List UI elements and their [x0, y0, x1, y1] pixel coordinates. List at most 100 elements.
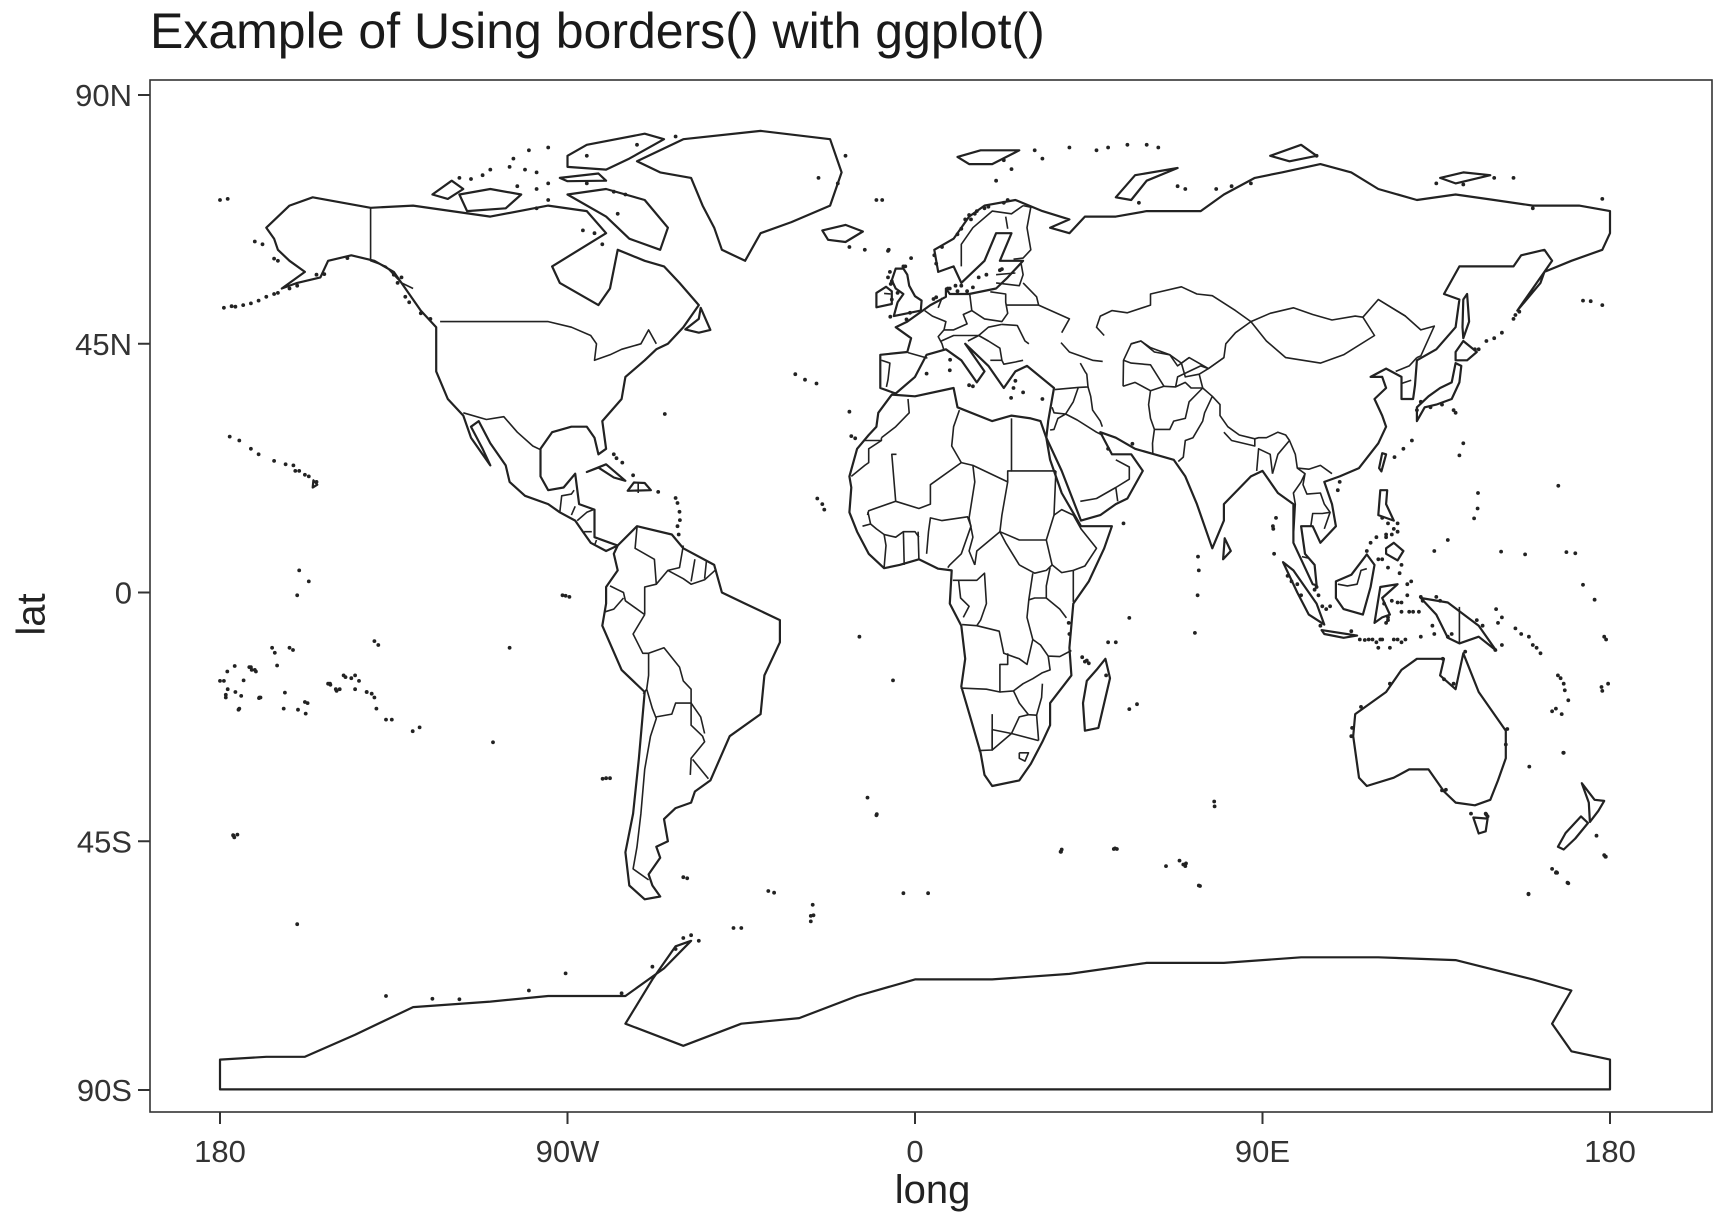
island-dot — [1438, 598, 1442, 603]
island-dot — [1492, 176, 1497, 180]
border-car — [974, 531, 1001, 566]
island-dot — [236, 707, 241, 712]
island-dot — [232, 835, 237, 840]
island-dot — [1374, 640, 1379, 645]
island-dot — [1106, 145, 1110, 150]
island-dot — [677, 509, 682, 514]
island-dot — [1374, 535, 1379, 540]
island-dot — [1503, 742, 1508, 747]
island-dot — [1395, 529, 1400, 534]
border-germany-west — [937, 297, 943, 309]
island-dot — [232, 664, 237, 668]
island-dot — [233, 304, 238, 309]
island-dot — [888, 270, 892, 274]
island-dot — [1556, 673, 1560, 678]
island-dot — [793, 372, 798, 377]
island-dot — [1067, 632, 1072, 636]
region-africa — [848, 386, 1113, 788]
y-tick-label: 0 — [115, 576, 132, 611]
island-dot — [857, 634, 862, 639]
border-brazil-uruguay — [691, 758, 710, 780]
island-dot — [1299, 593, 1303, 598]
island-dot — [1480, 623, 1485, 628]
island-dot — [1538, 651, 1543, 656]
island-dot — [1485, 814, 1490, 819]
island-dot — [237, 438, 242, 443]
island-dot — [1066, 621, 1071, 625]
island-dot — [1562, 688, 1567, 693]
island-dot — [1461, 441, 1466, 446]
island-dot — [1444, 787, 1448, 792]
border-borneo-border — [1337, 567, 1368, 587]
island-dot — [976, 275, 981, 280]
border-kazakh-uzbek — [1130, 340, 1190, 367]
island-dot — [275, 663, 279, 668]
island-dot — [1127, 707, 1132, 711]
island-dot — [847, 409, 852, 414]
island-dot — [1388, 645, 1392, 650]
border-spain-portugal — [881, 359, 891, 388]
island-dot — [430, 996, 435, 1001]
island-dot — [1554, 706, 1558, 711]
island-dot — [281, 706, 286, 711]
region-philippines-luzon — [1377, 489, 1395, 522]
island-dot — [225, 687, 230, 692]
island-dot — [1271, 527, 1276, 531]
island-dot — [1407, 609, 1412, 614]
island-dot — [1391, 527, 1396, 531]
island-dot — [584, 153, 589, 158]
island-dot — [1581, 298, 1585, 303]
region-greenland — [635, 129, 843, 262]
region-baffin-island — [566, 187, 669, 251]
island-dot — [1111, 847, 1116, 851]
region-japan — [1415, 362, 1463, 423]
island-dot — [1600, 689, 1605, 693]
island-dot — [967, 383, 971, 388]
island-dot — [1602, 634, 1607, 639]
border-mongolia-russia — [1250, 307, 1364, 323]
island-dot — [1272, 551, 1276, 556]
island-dot — [1494, 607, 1498, 611]
border-west-africa-5 — [870, 523, 887, 568]
island-dot — [974, 209, 979, 214]
island-dot — [534, 170, 539, 175]
island-dot — [888, 314, 893, 319]
island-dot — [1013, 378, 1018, 383]
island-dot — [303, 472, 307, 477]
island-dot — [1526, 891, 1531, 896]
island-dot — [675, 501, 680, 505]
island-dot — [1453, 410, 1458, 415]
island-dot — [276, 291, 280, 295]
island-dot — [457, 997, 462, 1002]
island-dot — [1555, 870, 1559, 875]
island-dot — [1366, 637, 1371, 642]
island-dot — [1184, 861, 1188, 866]
island-dot — [291, 648, 295, 652]
border-sweden-finland — [1004, 216, 1009, 229]
island-dot — [959, 226, 964, 231]
region-sri-lanka — [1222, 537, 1232, 561]
island-dot — [1527, 634, 1531, 639]
island-dot — [1350, 726, 1354, 730]
island-dot — [283, 462, 288, 467]
border-us-canada — [440, 320, 657, 362]
border-sahel-west — [895, 461, 962, 510]
island-dot — [469, 177, 473, 181]
border-central-america — [570, 505, 576, 516]
island-dot — [223, 695, 228, 700]
island-dot — [428, 317, 433, 321]
island-dot — [1434, 181, 1439, 186]
island-dot — [1511, 176, 1516, 180]
island-dot — [1395, 600, 1400, 605]
island-dot — [676, 532, 681, 537]
island-dot — [1599, 685, 1604, 689]
island-dot — [222, 679, 226, 683]
border-china-south-se-asia — [1297, 464, 1333, 475]
island-dot — [901, 891, 906, 896]
border-ireland-border — [884, 292, 891, 295]
island-dot — [546, 145, 551, 150]
island-dot — [1527, 764, 1532, 769]
island-dot — [1592, 597, 1597, 602]
island-dot — [407, 300, 412, 305]
island-dot — [1600, 303, 1605, 307]
